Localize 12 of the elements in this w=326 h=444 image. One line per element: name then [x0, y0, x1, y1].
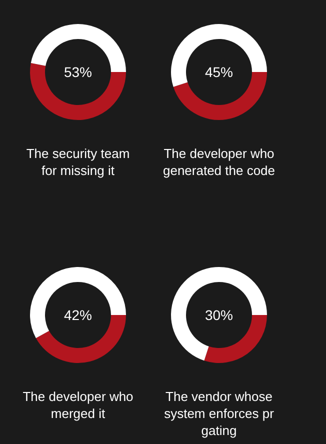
donut-slice — [30, 267, 126, 338]
text: 42% — [64, 307, 92, 323]
text: 53% — [64, 64, 92, 80]
donut-slice — [171, 24, 267, 87]
donut-slice — [30, 63, 126, 120]
text: 45% — [204, 64, 234, 80]
text: The developer who generated the code — [162, 146, 276, 178]
text: The developer who merged it — [22, 389, 134, 421]
donut-slice — [171, 267, 267, 361]
text: 30% — [204, 307, 234, 323]
text: The security team for missing it — [26, 146, 130, 178]
text: The vendor whose system enforces pr gating — [164, 389, 275, 438]
